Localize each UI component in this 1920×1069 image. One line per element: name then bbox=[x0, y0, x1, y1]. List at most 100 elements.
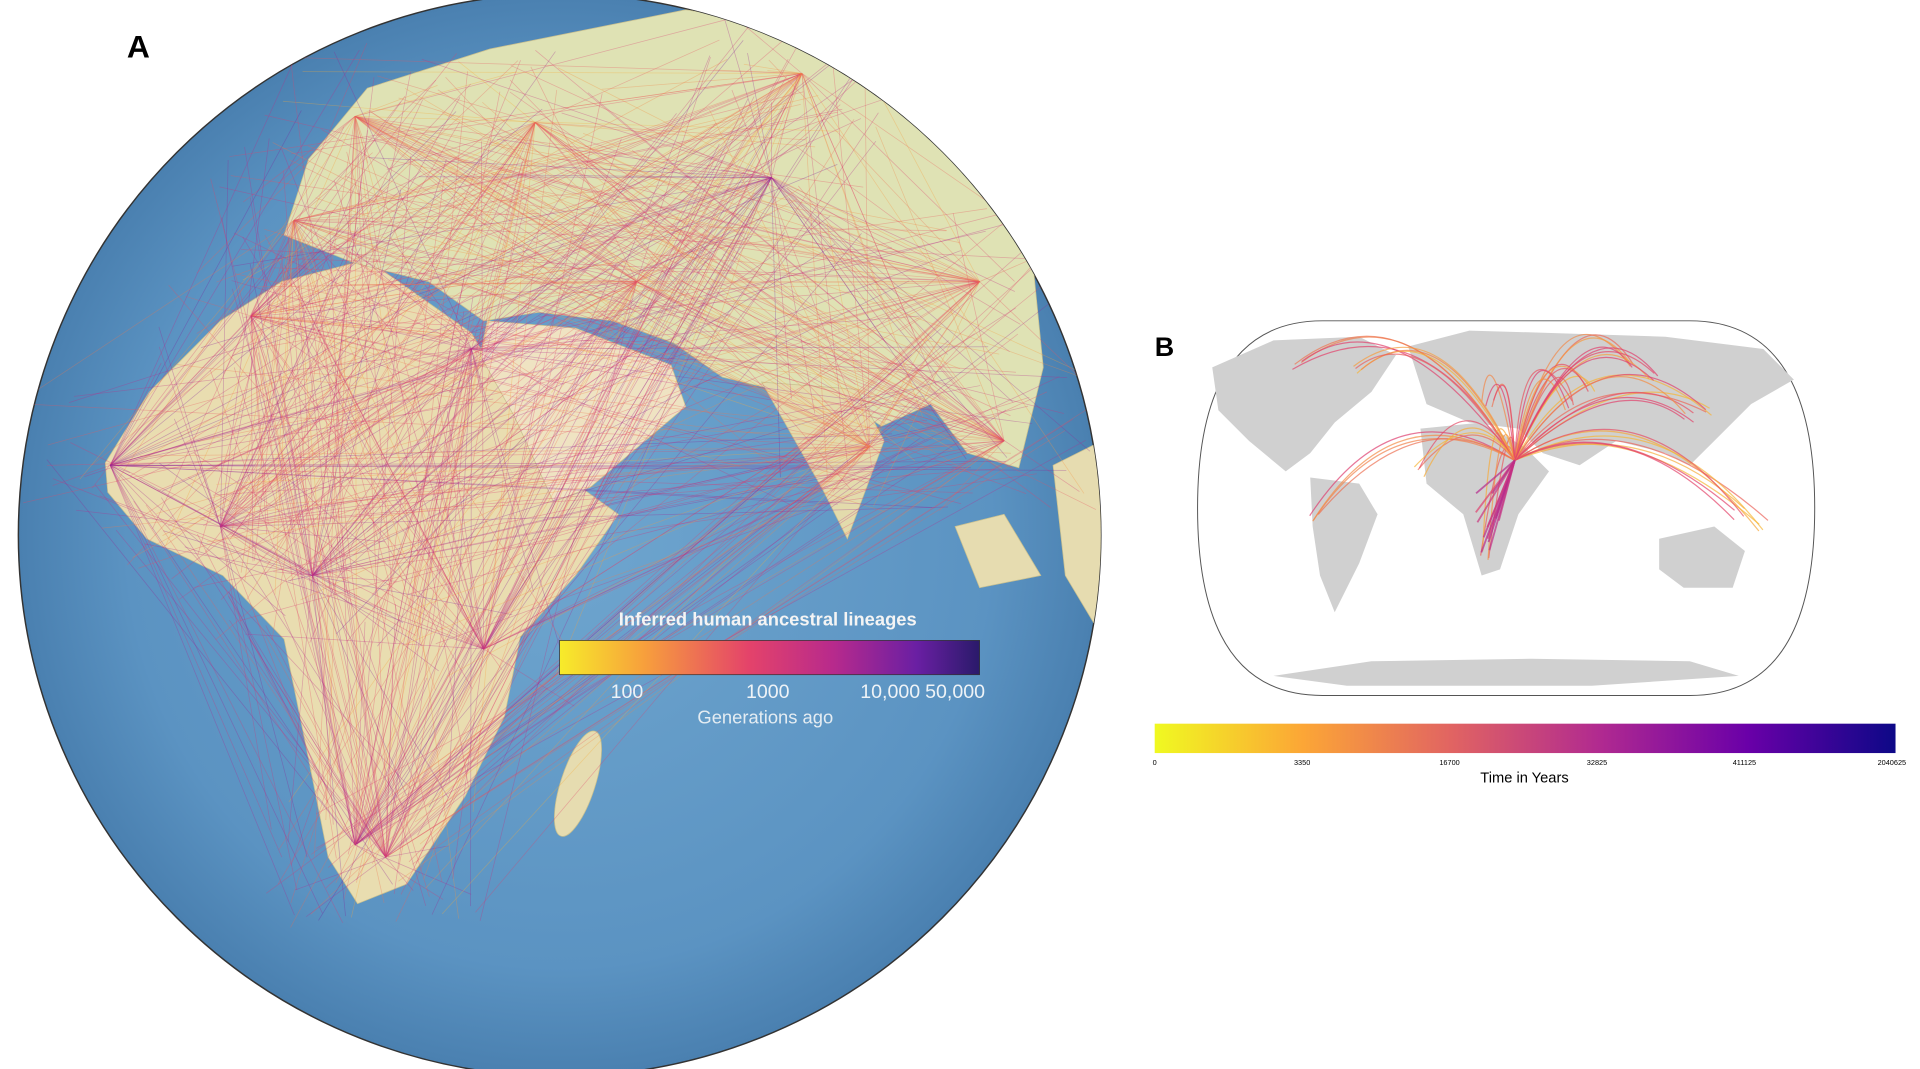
lineage-line bbox=[669, 177, 772, 309]
lineage-line bbox=[290, 281, 638, 928]
lineage-line bbox=[454, 122, 536, 285]
lineage-line bbox=[109, 465, 344, 923]
lineage-line bbox=[534, 122, 932, 417]
lineage-line bbox=[471, 212, 773, 350]
lineage-line bbox=[274, 220, 295, 595]
lineage-line bbox=[354, 232, 785, 846]
lineage-line bbox=[771, 177, 816, 414]
lineage-line bbox=[250, 53, 457, 317]
lineage-line bbox=[336, 281, 637, 286]
lineage-line bbox=[219, 186, 637, 282]
lineage-line bbox=[250, 126, 345, 317]
lineage-line bbox=[110, 177, 557, 466]
lineage-line bbox=[471, 346, 989, 350]
lineage-line bbox=[665, 214, 980, 282]
lineage-line bbox=[335, 281, 638, 883]
lineage-line bbox=[308, 145, 1005, 442]
lineage-line bbox=[354, 116, 629, 336]
lineage-line bbox=[283, 264, 485, 650]
lineage-line bbox=[534, 122, 916, 462]
lineage-line bbox=[428, 177, 772, 808]
lineage-line bbox=[196, 116, 356, 274]
lineage-line bbox=[636, 199, 798, 282]
lineage-line bbox=[250, 315, 917, 497]
lineage-line bbox=[246, 122, 536, 600]
lineage-line bbox=[334, 503, 387, 858]
lineage-line bbox=[354, 233, 862, 846]
lineage-line bbox=[109, 110, 302, 466]
lineage-line bbox=[287, 73, 803, 265]
lineage-line bbox=[250, 246, 323, 317]
lineage-line bbox=[483, 77, 854, 650]
lineage-line bbox=[158, 346, 221, 527]
lineage-line bbox=[311, 77, 375, 576]
colorbar bbox=[559, 640, 980, 676]
lineage-line bbox=[869, 446, 872, 466]
lineage-line bbox=[312, 188, 762, 576]
lineage-line bbox=[385, 55, 711, 858]
lineage-line bbox=[297, 281, 980, 575]
lineage-line bbox=[290, 73, 803, 155]
lineage-line bbox=[207, 446, 870, 543]
lineage-line bbox=[471, 348, 791, 505]
lineage-line bbox=[68, 177, 772, 403]
lineage-line bbox=[406, 177, 772, 569]
lineage-line bbox=[220, 526, 417, 636]
lineage-line bbox=[636, 281, 966, 424]
lineage-line bbox=[561, 73, 803, 109]
lineage-line bbox=[426, 446, 870, 808]
lineage-line bbox=[220, 136, 809, 527]
lineage-line bbox=[250, 43, 368, 317]
lineage-line bbox=[443, 177, 772, 817]
lineage-line bbox=[109, 465, 286, 617]
lineage-line bbox=[197, 220, 295, 556]
lineage-line bbox=[771, 74, 799, 178]
lineage-line bbox=[771, 177, 792, 399]
lineage-line bbox=[354, 11, 817, 846]
lineage-line bbox=[288, 457, 356, 845]
lineage-line bbox=[250, 315, 268, 535]
lineage-line bbox=[250, 315, 337, 859]
lineage-line bbox=[356, 122, 536, 883]
lineage-line bbox=[293, 220, 403, 634]
lineage-line bbox=[384, 73, 803, 252]
lineage-line bbox=[220, 455, 787, 527]
lineage-line bbox=[158, 326, 221, 527]
lineage-line bbox=[534, 122, 1051, 508]
lineage-line bbox=[220, 526, 386, 543]
lineage-line bbox=[385, 325, 483, 858]
lineage-line bbox=[470, 348, 472, 907]
lineage-line bbox=[492, 440, 1005, 619]
lineage-line bbox=[636, 281, 895, 464]
lineage-line bbox=[409, 122, 536, 363]
lineage-line bbox=[681, 281, 1005, 442]
lineage-line bbox=[385, 397, 922, 858]
lineage-line bbox=[385, 337, 593, 858]
lineage-line bbox=[253, 220, 295, 561]
lineage-line bbox=[91, 220, 295, 489]
lineage-line bbox=[215, 281, 637, 468]
lineage-line bbox=[354, 220, 1058, 846]
lineage-line bbox=[385, 71, 468, 858]
lineage-line bbox=[354, 509, 861, 846]
lineage-line bbox=[482, 101, 870, 448]
lineage-line bbox=[250, 265, 307, 317]
lineage-line bbox=[386, 122, 536, 170]
lineage-line bbox=[910, 428, 1005, 442]
lineage-line bbox=[229, 73, 803, 157]
lineage-line bbox=[110, 464, 971, 469]
lineage-line bbox=[109, 465, 295, 916]
lineage-line bbox=[733, 299, 1005, 442]
lineage-line bbox=[127, 122, 536, 566]
lineage-line bbox=[250, 98, 884, 317]
lineage-line bbox=[109, 83, 472, 466]
lineage-line bbox=[279, 122, 536, 551]
lineage-line bbox=[771, 177, 1008, 458]
lineage-line bbox=[354, 116, 393, 592]
lineage-line bbox=[490, 172, 637, 282]
lineage-line bbox=[259, 122, 536, 480]
lineage-line bbox=[220, 385, 981, 527]
lineage-line bbox=[771, 281, 980, 497]
lineage-line bbox=[159, 462, 313, 576]
lineage-line bbox=[187, 476, 484, 650]
